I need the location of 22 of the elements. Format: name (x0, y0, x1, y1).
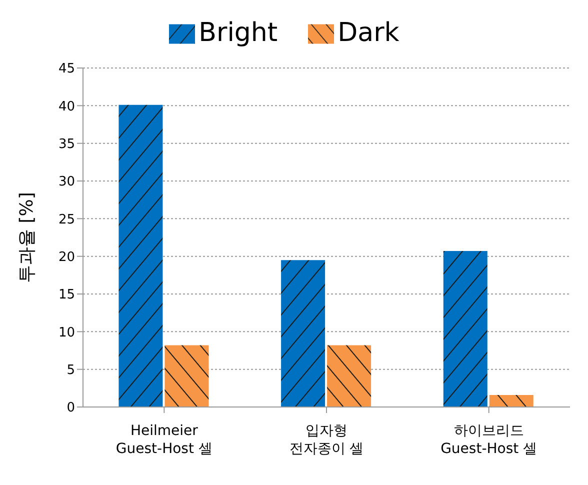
y-tick-label: 0 (66, 400, 75, 416)
x-tick-label: Heilmeier Guest-Host 셀 (116, 423, 212, 457)
y-axis-title: 투과율 [%] (16, 192, 38, 283)
x-tick-label: 하이브리드 Guest-Host 셀 (440, 423, 538, 457)
y-tick-label: 20 (58, 250, 75, 265)
bar (281, 260, 326, 407)
y-tick-label: 30 (58, 174, 75, 190)
y-tick-label: 35 (58, 136, 75, 152)
bar (443, 251, 488, 407)
legend-label: Bright (198, 18, 278, 48)
y-tick-label: 15 (58, 288, 75, 303)
bar (164, 345, 209, 407)
y-tick-label: 45 (58, 62, 75, 77)
y-tick-label: 40 (58, 99, 75, 114)
y-tick-label: 10 (58, 325, 75, 340)
y-tick-label: 25 (58, 212, 75, 228)
bar (489, 394, 534, 407)
bar (327, 345, 372, 407)
y-tick-label: 5 (66, 362, 75, 378)
bar (118, 104, 163, 407)
legend-label: Dark (338, 18, 400, 48)
x-tick-label: 입자형 전자종이 셀 (289, 423, 364, 457)
